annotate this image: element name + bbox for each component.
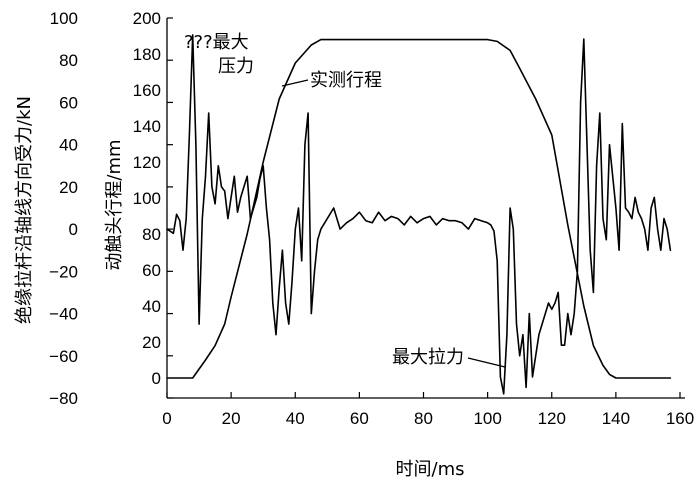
right-y-tick-label: 120 (133, 153, 161, 172)
left-y-tick-label: 80 (59, 51, 78, 70)
right-y-axis-title: 动触头行程/mm (104, 139, 125, 270)
left-y-tick-label: 60 (59, 93, 78, 112)
left-y-tick-label: −20 (49, 262, 78, 281)
left-y-tick-label: 20 (59, 178, 78, 197)
travel-label: 实测行程 (310, 70, 382, 91)
left-y-tick-label: 40 (59, 136, 78, 155)
max-pressure-label-line1: ???最大 (184, 32, 249, 53)
left-y-axis-title: 绝缘拉杆沿轴线方向受力/kN (14, 96, 35, 324)
right-y-tick-label: 40 (142, 297, 161, 316)
x-tick-label: 20 (222, 409, 241, 428)
right-y-tick-label: 180 (133, 45, 161, 64)
left-y-tick-label: 0 (69, 220, 78, 239)
max-tension-label: 最大拉力 (392, 347, 464, 368)
x-tick-label: 140 (602, 409, 630, 428)
left-y-tick-label: −80 (49, 389, 78, 408)
left-y-tick-label: 100 (50, 9, 78, 28)
x-tick-label: 60 (350, 409, 369, 428)
x-tick-label: 0 (162, 409, 171, 428)
x-tick-label: 160 (666, 409, 694, 428)
travel-label-pointer (281, 79, 309, 87)
right-y-tick-label: 0 (152, 369, 161, 388)
right-y-tick-label: 200 (133, 9, 161, 28)
x-ticks: 0 20 40 60 80 100 120 140 160 (162, 392, 694, 428)
x-tick-label: 100 (473, 409, 501, 428)
right-y-tick-label: 20 (142, 333, 161, 352)
x-tick-label: 40 (286, 409, 305, 428)
right-y-tick-label: 80 (142, 225, 161, 244)
right-y-tick-label: 160 (133, 81, 161, 100)
right-y-tick-label: 100 (133, 189, 161, 208)
x-tick-label: 120 (538, 409, 566, 428)
max-tension-pointer (467, 357, 506, 368)
right-y-tick-label: 60 (142, 261, 161, 280)
travel-series-line (166, 38, 672, 379)
x-tick-label: 80 (414, 409, 433, 428)
right-y-tick-label: 140 (133, 117, 161, 136)
axes (166, 18, 685, 399)
left-y-tick-label: −40 (49, 305, 78, 324)
x-axis-title: 时间/ms (396, 459, 465, 480)
series-group (166, 34, 672, 395)
max-pressure-label-line2: 压力 (218, 56, 254, 77)
force-series-line (166, 34, 672, 395)
left-y-tick-label: −60 (49, 347, 78, 366)
